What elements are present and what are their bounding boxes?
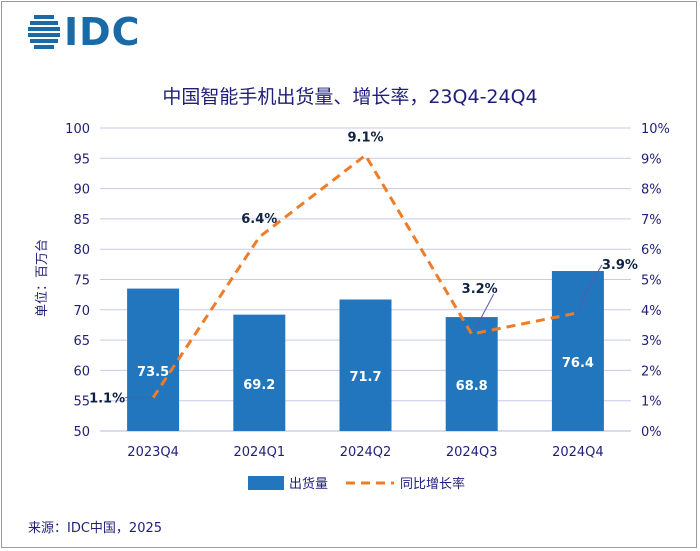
bar-value-label: 73.5 [137, 365, 169, 380]
line-value-label: 9.1% [347, 130, 383, 145]
y-left-tick-label: 50 [73, 425, 90, 440]
y-left-tick-label: 75 [73, 274, 90, 289]
y-right-tick-label: 10% [641, 122, 670, 137]
bar-value-label: 69.2 [243, 378, 275, 393]
legend-label-bar: 出货量 [289, 476, 328, 492]
y-left-tick-label: 95 [73, 152, 90, 167]
logo-text: IDC [64, 10, 141, 54]
y-axis-left-ticks: 50 55 60 65 70 75 80 85 90 95 100 [65, 122, 90, 440]
x-tick-label: 2024Q2 [340, 445, 392, 460]
legend-swatch-bar [248, 476, 284, 490]
y-right-tick-label: 6% [641, 243, 662, 258]
globe-icon [28, 15, 60, 49]
y-left-tick-label: 100 [65, 122, 90, 137]
y-right-tick-label: 7% [641, 213, 662, 228]
y-left-tick-label: 55 [73, 395, 90, 410]
y-left-tick-label: 70 [73, 304, 90, 319]
line-series: 1.1% 6.4% 9.1% 3.2% 3.9% [89, 130, 638, 406]
y-left-tick-label: 85 [73, 213, 90, 228]
y-left-tick-label: 65 [73, 334, 90, 349]
x-tick-label: 2023Q4 [127, 445, 179, 460]
y-left-tick-label: 80 [73, 243, 90, 258]
bar [233, 314, 286, 431]
bar-series: 73.5 69.2 71.7 68.8 76.4 [127, 271, 604, 431]
y-right-tick-label: 8% [641, 183, 662, 198]
bar [445, 317, 498, 431]
y-right-tick-label: 3% [641, 334, 662, 349]
y-right-tick-label: 2% [641, 364, 662, 379]
chart-title: 中国智能手机出货量、增长率，23Q4-24Q4 [162, 86, 537, 108]
bar [339, 299, 392, 431]
y-left-tick-label: 60 [73, 364, 90, 379]
bar [127, 288, 180, 431]
line-value-label: 3.2% [462, 282, 498, 297]
x-tick-label: 2024Q3 [446, 445, 498, 460]
line-value-label: 1.1% [89, 392, 125, 407]
bar-value-label: 71.7 [349, 370, 381, 385]
idc-logo: IDC [28, 10, 158, 54]
x-tick-label: 2024Q4 [552, 445, 604, 460]
y-right-tick-label: 5% [641, 274, 662, 289]
y-left-tick-label: 90 [73, 183, 90, 198]
x-tick-label: 2024Q1 [234, 445, 286, 460]
bar-value-label: 76.4 [562, 356, 594, 371]
y-right-tick-label: 0% [641, 425, 662, 440]
legend: 出货量 同比增长率 [248, 476, 465, 492]
y-axis-left-title: 单位：百万台 [35, 239, 50, 317]
y-right-tick-label: 1% [641, 395, 662, 410]
label-leader-line [577, 288, 589, 314]
growth-line [151, 153, 579, 399]
bar [551, 271, 604, 431]
source-note: 来源：IDC中国，2025 [28, 521, 163, 536]
line-value-label: 3.9% [602, 258, 638, 273]
line-value-label: 6.4% [241, 212, 277, 227]
y-axis-right-ticks: 0% 1% 2% 3% 4% 5% 6% 7% 8% 9% 10% [641, 122, 670, 440]
legend-label-line: 同比增长率 [400, 476, 465, 492]
y-right-tick-label: 9% [641, 152, 662, 167]
y-right-tick-label: 4% [641, 304, 662, 319]
label-leader-line [587, 264, 603, 290]
label-leader-line [473, 293, 495, 333]
bar-value-label: 68.8 [456, 379, 488, 394]
x-axis-ticks: 2023Q4 2024Q1 2024Q2 2024Q3 2024Q4 [127, 445, 603, 460]
